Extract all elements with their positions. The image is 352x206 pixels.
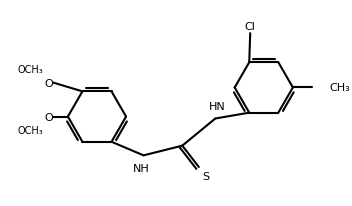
Text: CH₃: CH₃ — [330, 83, 351, 93]
Text: OCH₃: OCH₃ — [18, 125, 44, 136]
Text: HN: HN — [209, 101, 226, 111]
Text: OCH₃: OCH₃ — [18, 65, 44, 75]
Text: O: O — [45, 78, 54, 88]
Text: NH: NH — [133, 163, 150, 173]
Text: O: O — [45, 112, 54, 122]
Text: Cl: Cl — [245, 22, 256, 32]
Text: S: S — [203, 171, 210, 181]
